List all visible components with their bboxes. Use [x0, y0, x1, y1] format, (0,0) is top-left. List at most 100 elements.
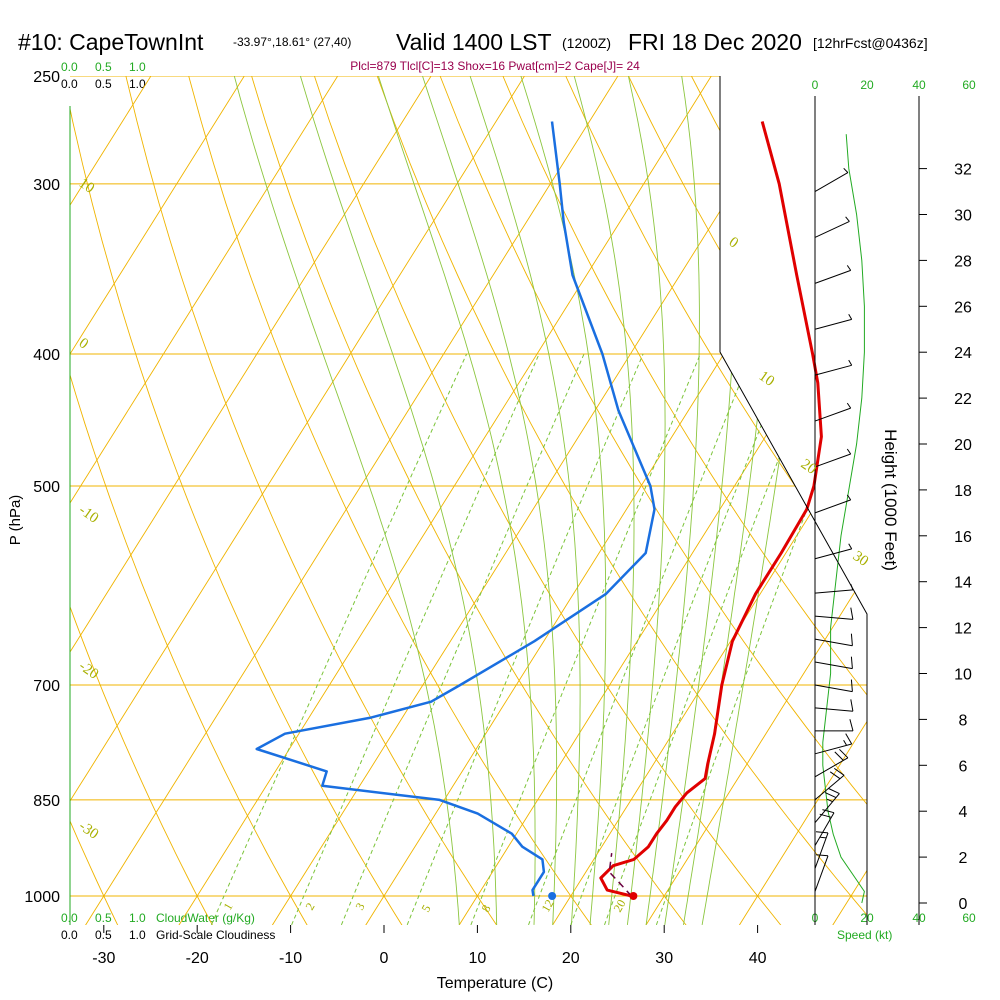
- moist-adiabat-line: [626, 76, 666, 925]
- wind-barb: [814, 589, 853, 594]
- cw-top-2: 1.0: [129, 60, 146, 74]
- wind-barb-flag: [850, 699, 854, 712]
- wind-barb-flag: [815, 831, 829, 834]
- wind-barb-flag: [850, 633, 853, 646]
- temp-tick-label: -20: [186, 950, 209, 967]
- wind-barb: [814, 812, 835, 846]
- dry-adiabat-label: 10: [756, 368, 777, 390]
- mixing-ratio-line: [291, 353, 540, 925]
- dry-adiabat-line: [816, 76, 867, 925]
- height-tick-label: 22: [954, 391, 972, 408]
- wind-barb: [814, 757, 849, 778]
- dry-adiabat-label: 0: [76, 335, 91, 352]
- cl-bot-0: 0.0: [61, 928, 78, 942]
- isotherm-line: [70, 76, 619, 925]
- wind-barb: [814, 499, 851, 514]
- mixing-ratio-line: [340, 353, 585, 925]
- isotherm-line: [70, 76, 339, 925]
- cw-bot-2: 1.0: [129, 911, 146, 925]
- wind-barb: [814, 220, 850, 238]
- temp-tick-label: 20: [562, 950, 580, 967]
- wind-barb: [814, 453, 851, 468]
- wind-barb-flag: [846, 448, 852, 455]
- dry-adiabat-line: [70, 76, 146, 925]
- height-tick-label: 0: [959, 896, 968, 913]
- wind-barb-flag: [848, 359, 853, 366]
- mixing-ratio-label: 8: [478, 902, 493, 914]
- height-tick-label: 32: [954, 162, 972, 179]
- mixing-ratio-line: [210, 353, 468, 925]
- mixing-ratio-label: 2: [302, 900, 317, 912]
- speed-top-20: 20: [860, 78, 874, 92]
- dry-adiabat-line: [502, 76, 867, 925]
- cw-top-1: 0.5: [95, 60, 112, 74]
- wind-barb-flag: [843, 167, 849, 173]
- dry-adiabat-line: [565, 76, 867, 925]
- mixing-ratio-line: [655, 353, 866, 925]
- dry-adiabat-label: 30: [850, 548, 871, 570]
- wind-barb: [814, 661, 853, 670]
- moist-adiabat-line: [573, 76, 635, 925]
- wind-barb: [814, 318, 852, 330]
- isotherm-line: [893, 76, 1000, 979]
- wind-barb: [814, 407, 851, 422]
- dry-adiabat-line: [376, 76, 867, 925]
- mixing-ratio-line: [604, 353, 820, 925]
- cl-bot-1: 0.5: [95, 928, 112, 942]
- dry-adiabat-line: [125, 76, 534, 925]
- moist-adiabat-line: [377, 76, 536, 925]
- wind-barb-flag: [845, 733, 853, 745]
- wind-barb-flag: [828, 788, 840, 795]
- height-tick-label: 16: [954, 529, 972, 546]
- cl-top-0: 0.0: [61, 77, 78, 91]
- height-tick-label: 4: [959, 804, 968, 821]
- isotherm-line: [70, 76, 245, 925]
- wind-barb-flag: [822, 809, 835, 814]
- cl-top-2: 1.0: [129, 77, 146, 91]
- surface-dewpoint-marker: [548, 892, 557, 900]
- dry-adiabat-line: [251, 76, 729, 925]
- wind-barb: [814, 638, 853, 647]
- pressure-tick-label: 850: [33, 793, 60, 810]
- wind-barb-flag: [845, 216, 850, 222]
- height-tick-label: 10: [954, 667, 972, 684]
- temp-tick-label: 30: [655, 950, 673, 967]
- wind-barb-flag: [848, 543, 853, 550]
- wind-barb-flag: [834, 751, 844, 761]
- mixing-ratio-label: 5: [418, 902, 433, 914]
- speed-scale-bottom: 0 20 40 60: [812, 911, 976, 925]
- mixing-ratio-line: [528, 353, 753, 925]
- height-axis-label: Height (1000 Feet): [881, 429, 900, 571]
- wind-barb-flag: [849, 719, 854, 732]
- cl-bot-2: 1.0: [129, 928, 146, 942]
- forecast-run: [12hrFcst@0436z]: [813, 35, 928, 51]
- background-lines: [70, 76, 1000, 979]
- height-tick-label: 2: [959, 850, 968, 867]
- height-tick-label: 30: [954, 208, 972, 225]
- temperature-profile-line: [599, 121, 823, 898]
- wind-barb-flag: [834, 767, 845, 776]
- temp-tick-label: -30: [92, 950, 115, 967]
- wind-barb-flag: [843, 739, 848, 746]
- dry-adiabat-label: 10: [76, 175, 97, 197]
- dry-adiabat-line: [70, 76, 243, 925]
- wind-barb-flag: [826, 798, 833, 803]
- wind-barb-flag: [846, 265, 852, 271]
- pressure-tick-label: 1000: [24, 889, 60, 906]
- wind-barb: [814, 707, 853, 712]
- speed-bot-60: 60: [962, 911, 976, 925]
- dewpoint-profile-line: [255, 121, 656, 897]
- forecast-date: FRI 18 Dec 2020: [628, 29, 802, 55]
- wind-barb: [814, 855, 829, 892]
- speed-scale-top: 0 20 40 60: [812, 78, 976, 92]
- height-tick-label: 6: [959, 758, 968, 775]
- moist-adiabat-line: [469, 76, 581, 925]
- height-tick-label: 14: [954, 575, 972, 592]
- pressure-tick-label: 250: [33, 69, 60, 86]
- station-title: #10: CapeTownInt: [18, 29, 204, 55]
- cloudwater-label: CloudWater (g/Kg): [156, 911, 255, 925]
- pressure-tick-label: 700: [33, 678, 60, 695]
- wind-barb-flag: [829, 771, 841, 780]
- data-layer: [255, 121, 865, 904]
- mixing-ratio-label: 3: [352, 900, 367, 912]
